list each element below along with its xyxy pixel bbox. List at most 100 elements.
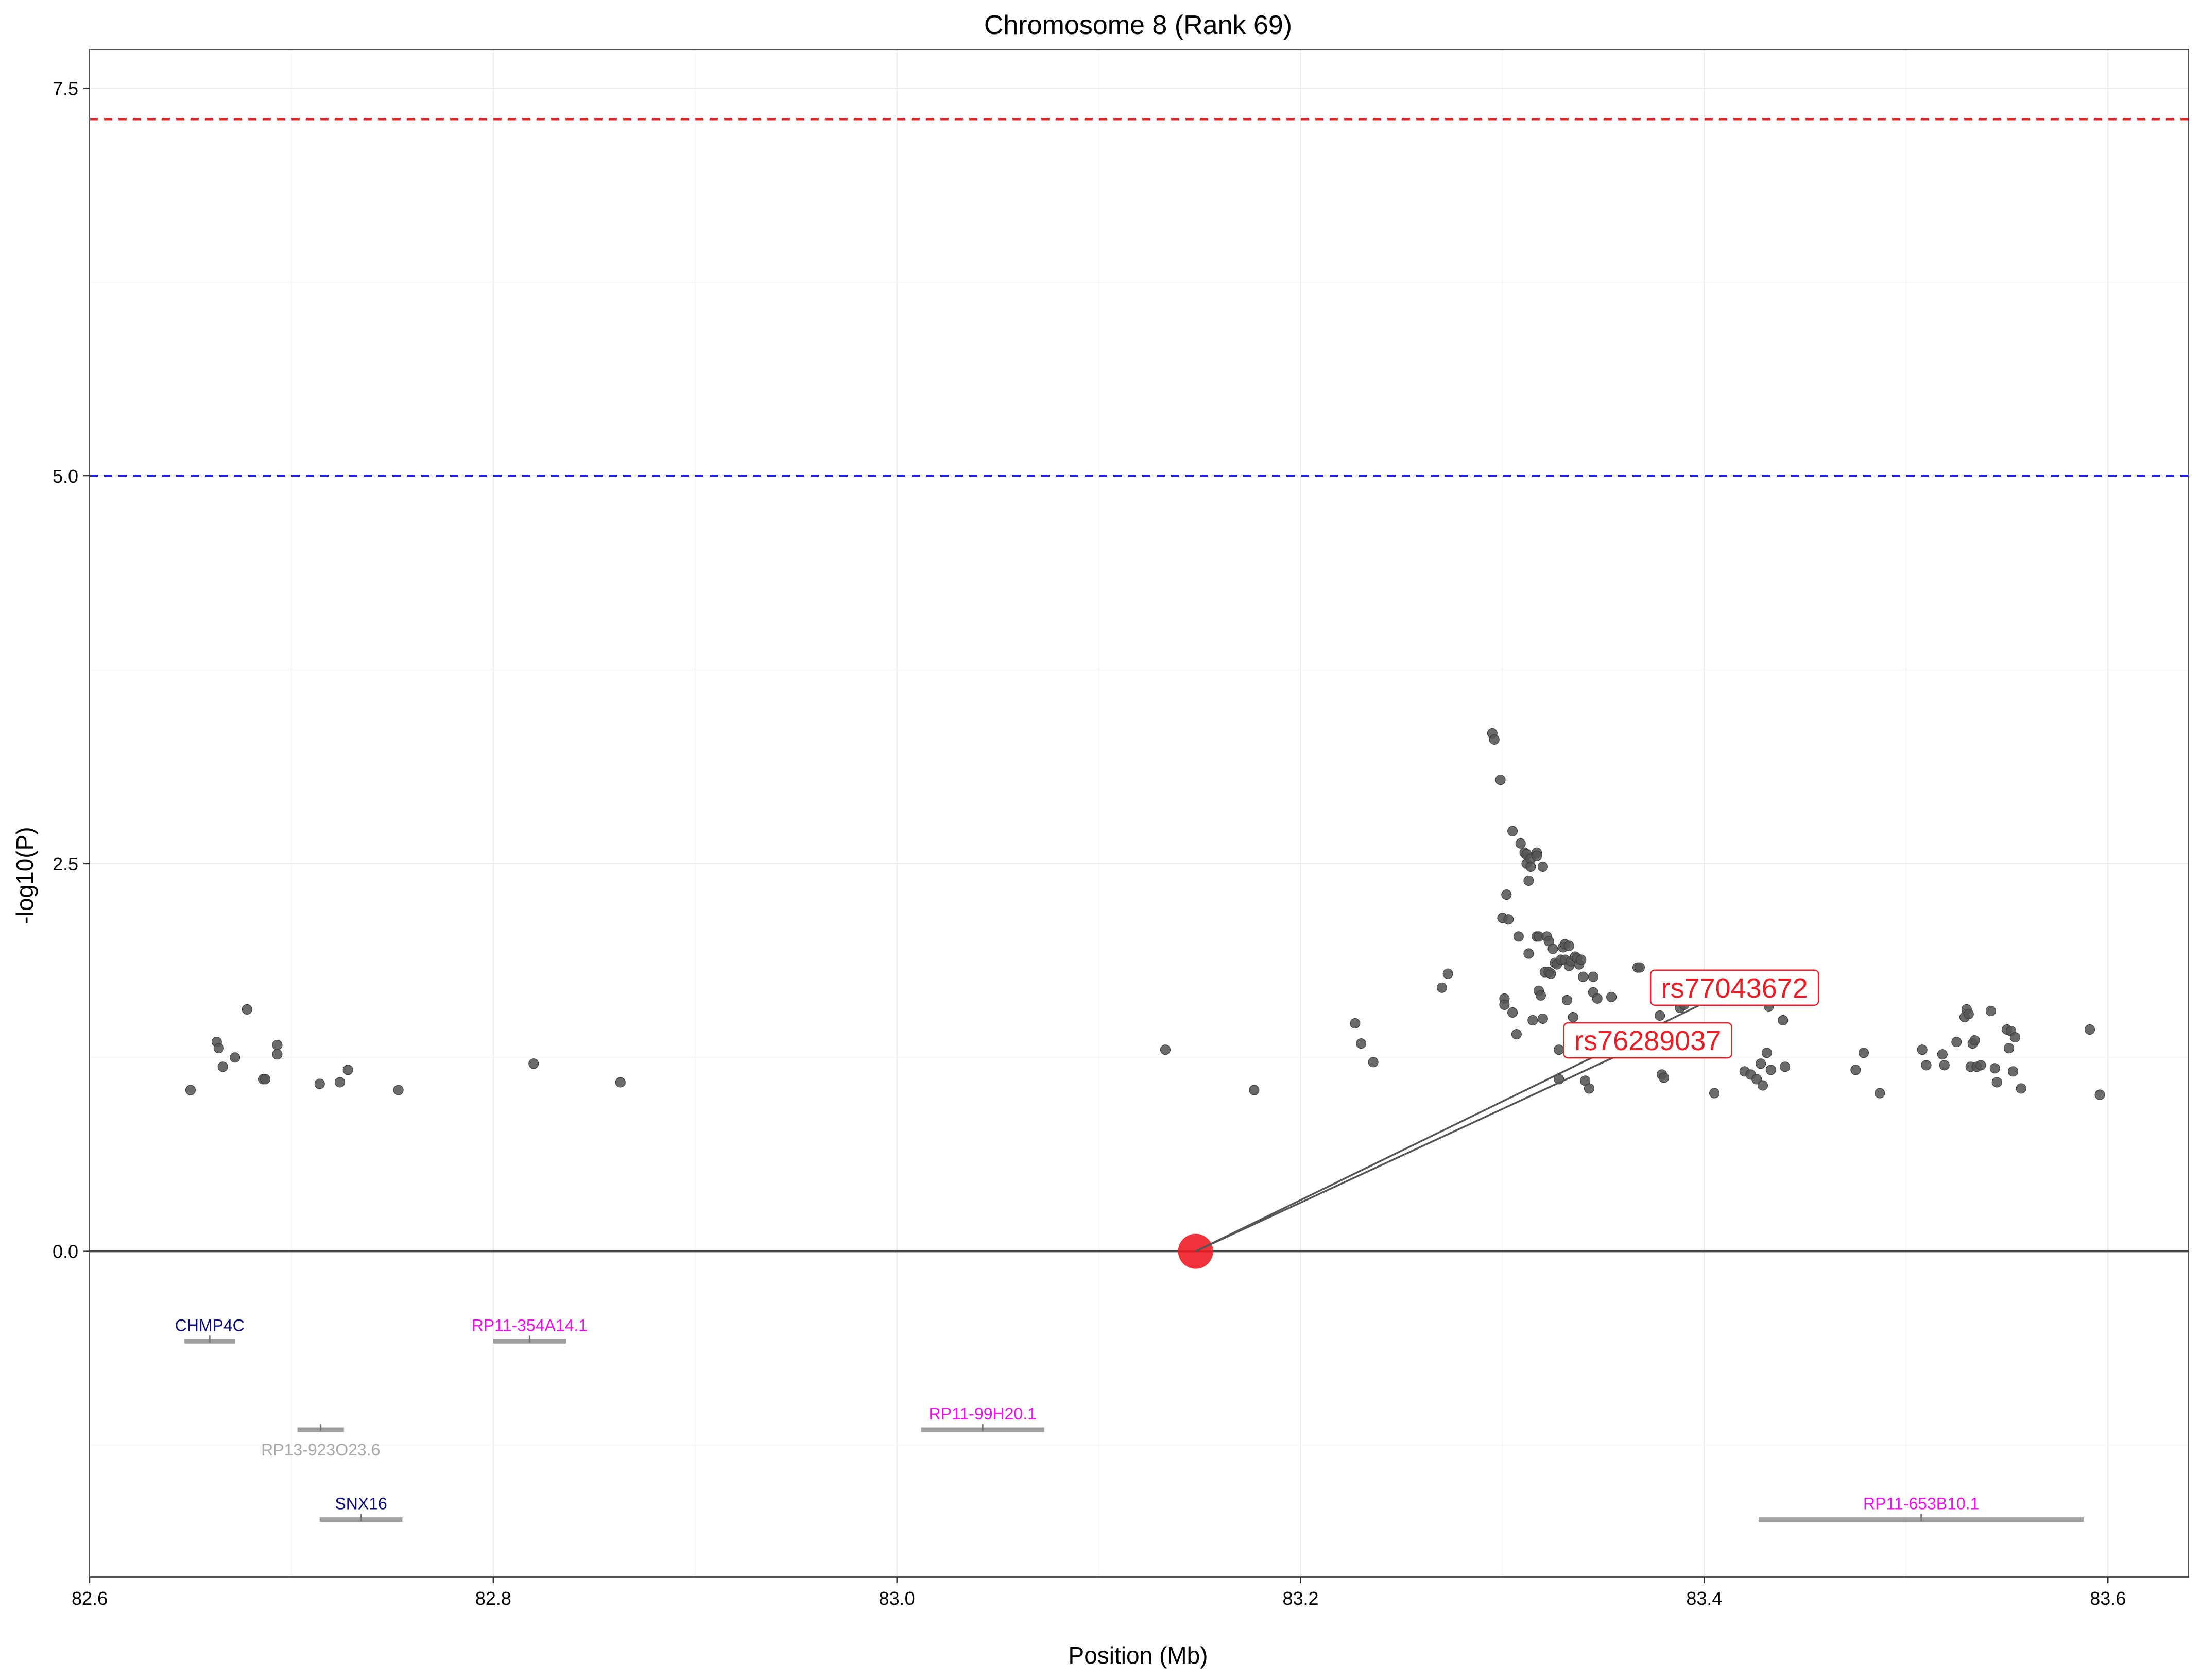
snp-point: [1939, 1060, 1950, 1071]
threshold-lines: [90, 118, 2189, 477]
snp-point: [1578, 971, 1589, 982]
snp-point: [1368, 1057, 1379, 1068]
snp-point: [1561, 995, 1572, 1005]
snp-point: [1507, 1007, 1518, 1018]
snp-point: [1969, 1035, 1980, 1046]
axes: 82.6 82.8 83.0 83.2 83.4 83.6 0.0 2.5 5.0 7.5: [53, 49, 2189, 1609]
snp-point: [1545, 968, 1556, 979]
snp-point: [1523, 875, 1534, 886]
snp-point: [1513, 931, 1524, 942]
snp-point: [217, 1061, 228, 1072]
snp-point: [1499, 999, 1510, 1010]
snp-point: [342, 1065, 353, 1075]
snp-point: [1511, 1029, 1522, 1040]
y-tick-label: 5.0: [53, 466, 78, 487]
snp-point: [1535, 990, 1546, 1001]
snp-point: [213, 1043, 224, 1054]
snp-point: [1991, 1077, 2002, 1088]
snp-point: [1963, 1008, 1974, 1019]
snp-point: [272, 1040, 283, 1051]
snp-point: [1756, 1058, 1766, 1069]
snp-point: [2084, 1024, 2095, 1035]
snp-point: [1634, 962, 1645, 973]
snp-point: [1937, 1049, 1948, 1060]
snp-point: [1850, 1065, 1861, 1075]
snp-point: [1751, 1074, 1762, 1085]
x-axis-label: Position (Mb): [1069, 1642, 1208, 1669]
snp-point: [1350, 1018, 1361, 1029]
snp-point: [2016, 1083, 2026, 1094]
chart-title: Chromosome 8 (Rank 69): [984, 10, 1292, 40]
snp-point: [1525, 861, 1536, 872]
annotation-leader-line: [1195, 1055, 1618, 1253]
gene-label: CHMP4C: [175, 1316, 245, 1334]
snp-point: [1515, 838, 1526, 849]
snp-point: [1532, 850, 1542, 861]
snp-point: [393, 1085, 404, 1095]
snp-point: [1758, 1080, 1768, 1091]
x-tick-label: 82.8: [475, 1588, 511, 1609]
snp-point: [1975, 1060, 1986, 1071]
snp-point: [1527, 1015, 1538, 1025]
snp-point: [1765, 1065, 1776, 1075]
snp-point: [1503, 914, 1514, 925]
snp-point: [2004, 1043, 2015, 1054]
snp-point: [1495, 775, 1506, 785]
snp-point: [1951, 1037, 1962, 1048]
x-tick-label: 82.6: [72, 1588, 108, 1609]
snp-point: [1547, 944, 1558, 954]
annotation-label: rs76289037: [1574, 1025, 1721, 1056]
snp-point: [260, 1074, 270, 1085]
snp-point: [1436, 982, 1447, 993]
y-axis-label: -log10(P): [11, 827, 38, 924]
snp-point: [334, 1077, 345, 1088]
gene-label: SNX16: [335, 1495, 387, 1513]
snp-point: [1780, 1061, 1791, 1072]
x-tick-label: 83.0: [879, 1588, 915, 1609]
snp-point: [314, 1078, 325, 1089]
snp-point: [1778, 1015, 1789, 1025]
snp-point: [1709, 1088, 1719, 1099]
snp-point: [242, 1004, 252, 1015]
snp-point: [1568, 1012, 1578, 1022]
snp-point: [1859, 1048, 1869, 1058]
snp-point: [2094, 1089, 2105, 1100]
x-tick-label: 83.4: [1686, 1588, 1722, 1609]
snp-point: [615, 1077, 626, 1088]
snp-point: [272, 1049, 283, 1060]
annotation-label: rs77043672: [1661, 973, 1808, 1004]
snp-point: [528, 1058, 539, 1069]
snp-point: [1537, 861, 1548, 872]
snp-point: [1563, 940, 1574, 951]
y-tick-label: 0.0: [53, 1241, 78, 1262]
snp-point: [1356, 1038, 1367, 1049]
snp-point: [1588, 971, 1598, 982]
snp-annotations: rs77043672 rs76289037: [1195, 969, 1819, 1253]
snp-point: [185, 1085, 196, 1095]
snp-point: [1249, 1085, 1260, 1095]
snp-point: [1761, 1048, 1772, 1058]
annotation-box: [1563, 1022, 1732, 1059]
x-tick-label: 83.6: [2090, 1588, 2126, 1609]
snp-point: [2009, 1032, 2020, 1043]
snp-point: [1507, 826, 1518, 836]
snp-point: [1160, 1044, 1171, 1055]
annotation-box: [1649, 969, 1819, 1006]
snp-point: [1592, 993, 1603, 1004]
snp-point: [1659, 1072, 1669, 1083]
gene-label: RP11-354A14.1: [472, 1316, 588, 1334]
snp-point: [1917, 1044, 1928, 1055]
snp-point: [1985, 1005, 1996, 1016]
snp-point: [1584, 1083, 1594, 1094]
grid-lines: [89, 49, 2189, 1577]
snp-point: [230, 1052, 240, 1063]
snp-point: [1489, 734, 1500, 745]
snp-point: [1921, 1060, 1932, 1071]
snp-point: [1523, 948, 1534, 959]
snp-point: [1989, 1063, 2000, 1074]
plot-border: [89, 49, 2189, 1578]
gene-track: CHMP4C RP11-354A14.1 RP13-923O23.6 RP11-99H…: [175, 1316, 2084, 1522]
snp-point: [1606, 991, 1617, 1002]
snp-point: [1554, 1044, 1564, 1055]
